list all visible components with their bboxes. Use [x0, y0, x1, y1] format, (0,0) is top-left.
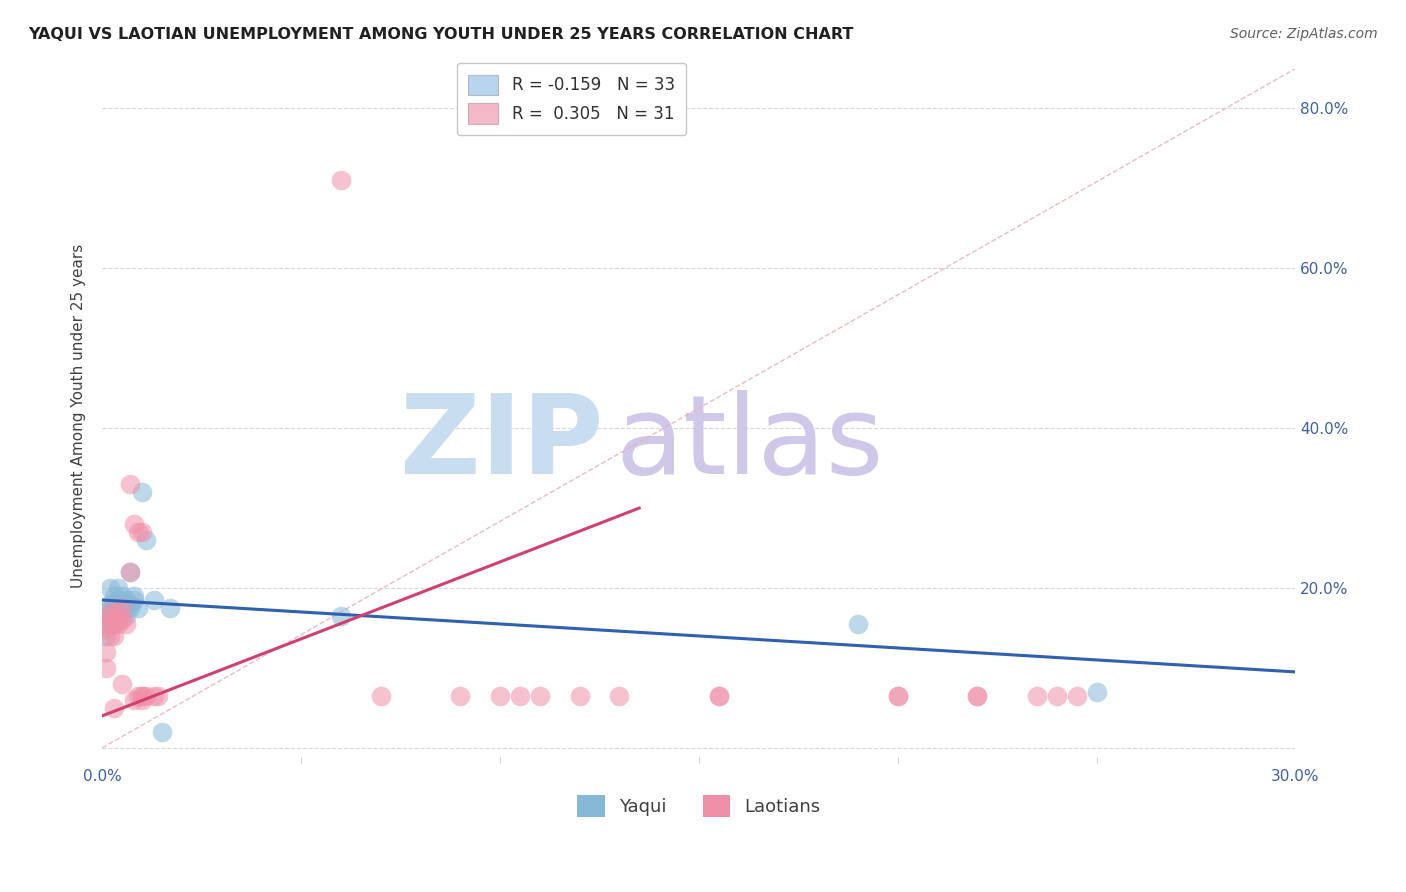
Point	[131, 689, 153, 703]
Point	[1046, 689, 1069, 703]
Point	[329, 609, 352, 624]
Point	[131, 485, 153, 500]
Point	[115, 593, 138, 607]
Point	[707, 689, 730, 703]
Point	[107, 605, 129, 619]
Point	[107, 581, 129, 595]
Point	[127, 524, 149, 539]
Point	[135, 533, 157, 547]
Point	[150, 724, 173, 739]
Point	[489, 689, 512, 703]
Point	[329, 173, 352, 187]
Point	[529, 689, 551, 703]
Point	[96, 621, 118, 635]
Point	[118, 477, 141, 491]
Point	[103, 617, 125, 632]
Point	[122, 693, 145, 707]
Point	[98, 629, 121, 643]
Point	[107, 601, 129, 615]
Point	[1085, 685, 1108, 699]
Point	[98, 597, 121, 611]
Text: Source: ZipAtlas.com: Source: ZipAtlas.com	[1230, 27, 1378, 41]
Point	[111, 677, 134, 691]
Point	[103, 701, 125, 715]
Point	[111, 589, 134, 603]
Text: atlas: atlas	[616, 391, 884, 498]
Point	[103, 605, 125, 619]
Point	[96, 645, 118, 659]
Point	[131, 524, 153, 539]
Text: YAQUI VS LAOTIAN UNEMPLOYMENT AMONG YOUTH UNDER 25 YEARS CORRELATION CHART: YAQUI VS LAOTIAN UNEMPLOYMENT AMONG YOUT…	[28, 27, 853, 42]
Point	[142, 593, 165, 607]
Point	[103, 597, 125, 611]
Point	[846, 617, 869, 632]
Point	[107, 617, 129, 632]
Point	[111, 613, 134, 627]
Point	[103, 617, 125, 632]
Point	[118, 601, 141, 615]
Text: ZIP: ZIP	[399, 391, 603, 498]
Point	[96, 629, 118, 643]
Point	[159, 601, 181, 615]
Point	[131, 689, 153, 703]
Point	[107, 593, 129, 607]
Point	[122, 593, 145, 607]
Point	[111, 601, 134, 615]
Point	[96, 617, 118, 632]
Point	[98, 617, 121, 632]
Point	[115, 617, 138, 632]
Point	[146, 689, 169, 703]
Point	[111, 601, 134, 615]
Point	[103, 629, 125, 643]
Point	[118, 565, 141, 579]
Point	[103, 589, 125, 603]
Point	[98, 581, 121, 595]
Point	[707, 689, 730, 703]
Point	[966, 689, 988, 703]
Point	[96, 661, 118, 675]
Point	[98, 609, 121, 624]
Point	[886, 689, 908, 703]
Point	[103, 613, 125, 627]
Point	[118, 565, 141, 579]
Point	[115, 609, 138, 624]
Point	[127, 689, 149, 703]
Point	[1066, 689, 1088, 703]
Point	[98, 605, 121, 619]
Point	[111, 605, 134, 619]
Point	[1025, 689, 1047, 703]
Point	[131, 693, 153, 707]
Point	[118, 597, 141, 611]
Point	[122, 589, 145, 603]
Point	[886, 689, 908, 703]
Point	[509, 689, 531, 703]
Point	[98, 613, 121, 627]
Point	[449, 689, 471, 703]
Point	[966, 689, 988, 703]
Point	[568, 689, 591, 703]
Point	[122, 517, 145, 532]
Point	[142, 689, 165, 703]
Point	[135, 689, 157, 703]
Y-axis label: Unemployment Among Youth under 25 years: Unemployment Among Youth under 25 years	[72, 244, 86, 589]
Legend: Yaqui, Laotians: Yaqui, Laotians	[571, 788, 828, 824]
Point	[96, 605, 118, 619]
Point	[370, 689, 392, 703]
Point	[98, 601, 121, 615]
Point	[607, 689, 630, 703]
Point	[127, 601, 149, 615]
Point	[107, 613, 129, 627]
